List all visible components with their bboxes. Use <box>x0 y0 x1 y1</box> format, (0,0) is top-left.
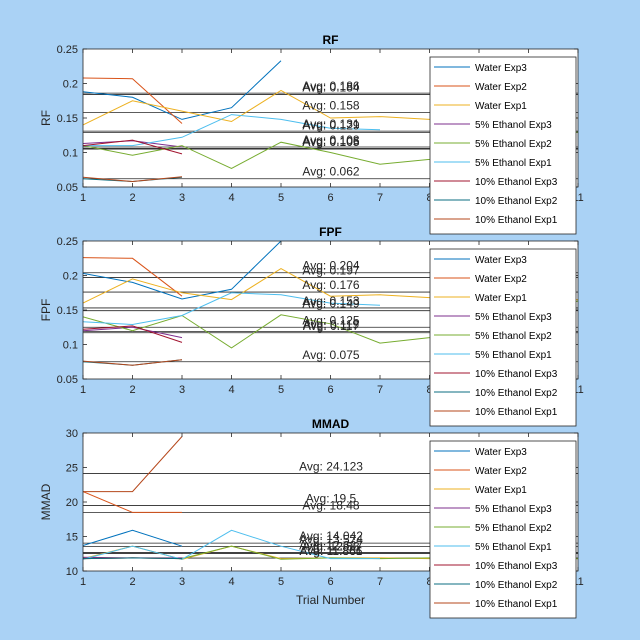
average-label: Avg: 0.075 <box>302 348 359 362</box>
x-tick-label: 3 <box>179 192 185 204</box>
x-tick-label: 7 <box>377 384 383 396</box>
legend-entry: 5% Ethanol Exp2 <box>475 139 552 150</box>
legend-entry: 10% Ethanol Exp1 <box>475 599 558 610</box>
x-tick-label: 2 <box>129 384 135 396</box>
y-tick-label: 0.15 <box>57 113 78 125</box>
y-axis-label: RF <box>39 110 53 126</box>
legend: Water Exp3 Water Exp2 Water Exp1 5% Ethanol… <box>430 441 576 618</box>
legend-entry: Water Exp2 <box>475 274 527 285</box>
x-tick-label: 1 <box>80 384 86 396</box>
average-label: Avg: 0.176 <box>302 278 359 292</box>
y-tick-label: 15 <box>66 532 78 544</box>
y-tick-label: 20 <box>66 497 78 509</box>
y-tick-label: 30 <box>66 428 78 440</box>
legend-entry: 5% Ethanol Exp3 <box>475 504 552 515</box>
legend: Water Exp3 Water Exp2 Water Exp1 5% Ethanol… <box>430 57 576 234</box>
average-label: Avg: 0.062 <box>302 165 359 179</box>
x-tick-label: 5 <box>278 384 284 396</box>
y-tick-label: 0.1 <box>63 148 78 160</box>
x-tick-label: 1 <box>80 192 86 204</box>
average-label: Avg: 0.105 <box>302 135 359 149</box>
legend-entry: 5% Ethanol Exp1 <box>475 158 552 169</box>
legend-entry: Water Exp2 <box>475 466 527 477</box>
x-tick-label: 6 <box>327 576 333 588</box>
y-tick-label: 0.2 <box>63 271 78 283</box>
y-tick-label: 0.1 <box>63 340 78 352</box>
y-axis-label: MMAD <box>39 483 53 520</box>
y-tick-label: 0.25 <box>57 44 78 56</box>
legend: Water Exp3 Water Exp2 Water Exp1 5% Ethanol… <box>430 249 576 426</box>
legend-entry: Water Exp1 <box>475 101 527 112</box>
legend-entry: 5% Ethanol Exp2 <box>475 523 552 534</box>
x-tick-label: 3 <box>179 384 185 396</box>
legend-entry: 10% Ethanol Exp1 <box>475 407 558 418</box>
average-label: Avg: 0.117 <box>303 319 360 333</box>
y-tick-label: 10 <box>66 566 78 578</box>
legend-entry: 10% Ethanol Exp3 <box>475 177 558 188</box>
chart-title: FPF <box>319 225 342 239</box>
x-tick-label: 5 <box>278 576 284 588</box>
legend-entry: Water Exp3 <box>475 63 527 74</box>
legend-entry: 10% Ethanol Exp2 <box>475 580 558 591</box>
x-tick-label: 2 <box>129 576 135 588</box>
x-tick-label: 6 <box>327 384 333 396</box>
y-tick-label: 0.15 <box>57 305 78 317</box>
chart-title: RF <box>323 33 339 47</box>
y-axis-label: FPF <box>39 299 53 322</box>
legend-entry: Water Exp3 <box>475 255 527 266</box>
average-label: Avg: 0.129 <box>302 118 359 132</box>
y-tick-label: 0.05 <box>57 374 78 386</box>
x-tick-label: 7 <box>377 192 383 204</box>
legend-entry: 5% Ethanol Exp3 <box>475 312 552 323</box>
x-axis-label: Trial Number <box>296 593 365 607</box>
legend-entry: Water Exp2 <box>475 82 527 93</box>
legend-entry: 10% Ethanol Exp2 <box>475 196 558 207</box>
chart-title: MMAD <box>312 417 350 431</box>
x-tick-label: 3 <box>179 576 185 588</box>
average-label: Avg: 11.861 <box>300 544 363 558</box>
legend-entry: 10% Ethanol Exp1 <box>475 215 558 226</box>
average-label: Avg: 0.184 <box>302 81 359 95</box>
average-label: Avg: 0.197 <box>302 264 359 278</box>
legend-entry: Water Exp3 <box>475 447 527 458</box>
legend-entry: 10% Ethanol Exp3 <box>475 369 558 380</box>
average-label: Avg: 24.123 <box>299 460 363 474</box>
x-tick-label: 4 <box>228 192 234 204</box>
x-tick-label: 5 <box>278 192 284 204</box>
x-tick-label: 7 <box>377 576 383 588</box>
x-tick-label: 4 <box>228 384 234 396</box>
y-tick-label: 0.25 <box>57 236 78 248</box>
x-tick-label: 1 <box>80 576 86 588</box>
average-label: Avg: 0.149 <box>302 297 359 311</box>
legend-entry: 5% Ethanol Exp3 <box>475 120 552 131</box>
legend-entry: 5% Ethanol Exp1 <box>475 350 552 361</box>
legend-entry: 10% Ethanol Exp2 <box>475 388 558 399</box>
legend-entry: Water Exp1 <box>475 293 527 304</box>
average-label: Avg: 18.48 <box>302 498 359 512</box>
y-tick-label: 0.2 <box>63 79 78 91</box>
average-label: Avg: 0.158 <box>302 98 359 112</box>
y-tick-label: 25 <box>66 463 78 475</box>
legend-entry: 10% Ethanol Exp3 <box>475 561 558 572</box>
x-tick-label: 6 <box>327 192 333 204</box>
x-tick-label: 4 <box>228 576 234 588</box>
legend-entry: 5% Ethanol Exp2 <box>475 331 552 342</box>
legend-entry: Water Exp1 <box>475 485 527 496</box>
legend-entry: 5% Ethanol Exp1 <box>475 542 552 553</box>
y-tick-label: 0.05 <box>57 182 78 194</box>
x-tick-label: 2 <box>129 192 135 204</box>
